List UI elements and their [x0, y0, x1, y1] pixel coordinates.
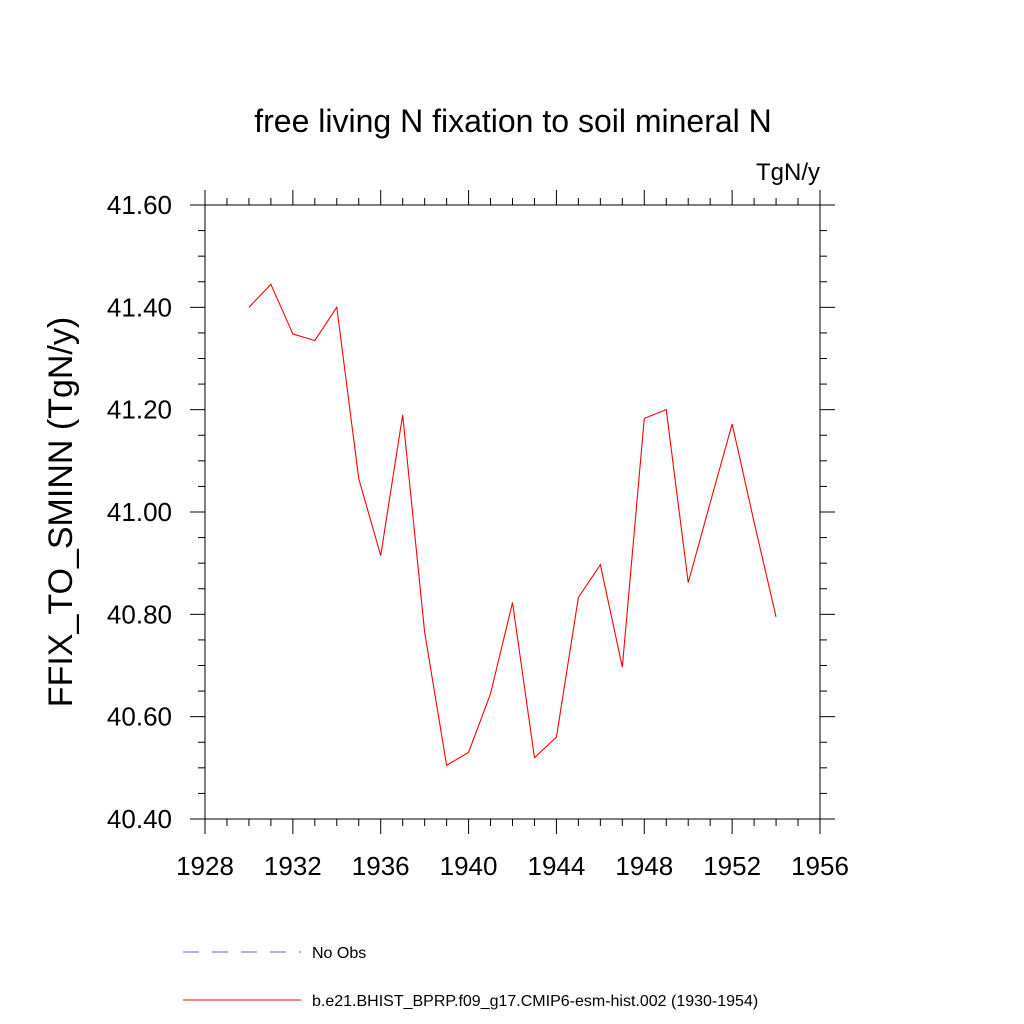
y-tick-label: 41.60 [107, 190, 172, 220]
legend: No Obs b.e21.BHIST_BPRP.f09_g17.CMIP6-esm… [183, 945, 758, 1010]
legend-label: b.e21.BHIST_BPRP.f09_g17.CMIP6-esm-hist.… [312, 993, 758, 1010]
x-tick-label: 1948 [615, 851, 673, 881]
y-axis: 40.40 40.60 40.80 41.00 41.20 41.40 41.60 [107, 190, 835, 834]
x-tick-label: 1936 [352, 851, 410, 881]
units-label: TgN/y [756, 159, 820, 186]
y-tick-label: 41.20 [107, 395, 172, 425]
y-axis-label: FFIX_TO_SMINN (TgN/y) [42, 317, 80, 707]
x-tick-label: 1944 [528, 851, 586, 881]
series-line [248, 283, 777, 767]
y-tick-label: 40.80 [107, 599, 172, 629]
y-tick-label: 41.40 [107, 292, 172, 322]
x-tick-label: 1932 [264, 851, 322, 881]
chart-title: free living N fixation to soil mineral N [254, 103, 772, 139]
x-axis: 1928 1932 1936 1940 1944 1948 1952 1956 [176, 190, 849, 881]
plot-frame [204, 204, 821, 820]
y-tick-label: 41.00 [107, 497, 172, 527]
x-tick-label: 1952 [703, 851, 761, 881]
y-tick-label: 40.60 [107, 702, 172, 732]
y-tick-label: 40.40 [107, 804, 172, 834]
legend-label: No Obs [312, 945, 366, 962]
x-tick-label: 1956 [791, 851, 849, 881]
x-tick-label: 1940 [440, 851, 498, 881]
x-tick-label: 1928 [176, 851, 234, 881]
series-layer [248, 283, 777, 767]
